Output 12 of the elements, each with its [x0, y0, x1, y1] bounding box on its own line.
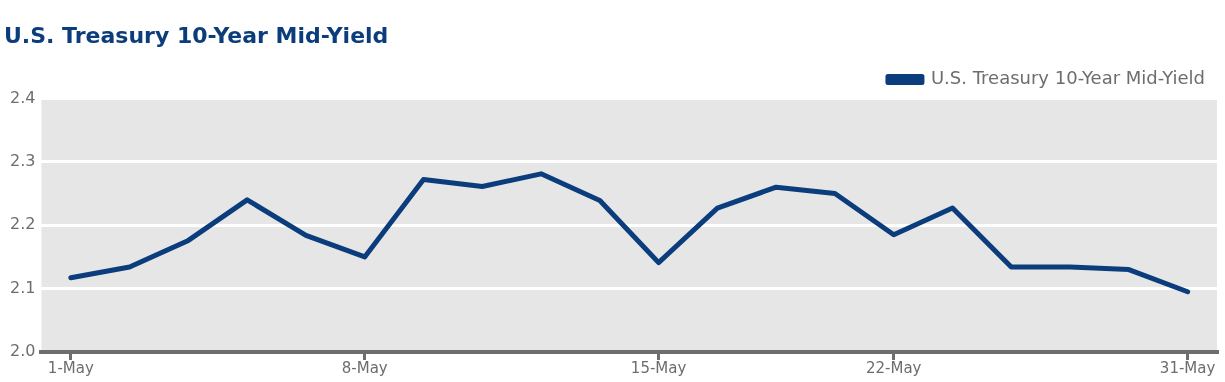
- x-tick-label: 8-May: [341, 358, 388, 377]
- y-tick-label: 2.0: [9, 341, 36, 361]
- x-tick-label: 1-May: [47, 358, 94, 377]
- legend-label: U.S. Treasury 10-Year Mid-Yield: [930, 67, 1206, 89]
- x-tick-label: 31-May: [1159, 358, 1216, 377]
- chart-title: U.S. Treasury 10-Year Mid-Yield: [4, 22, 389, 48]
- x-tick-label: 15-May: [630, 358, 687, 377]
- y-tick-label: 2.4: [9, 87, 36, 107]
- y-tick-label: 2.1: [9, 277, 36, 297]
- y-tick-label: 2.3: [9, 150, 36, 170]
- y-tick-label: 2.2: [9, 214, 36, 234]
- x-tick-label: 22-May: [865, 358, 922, 377]
